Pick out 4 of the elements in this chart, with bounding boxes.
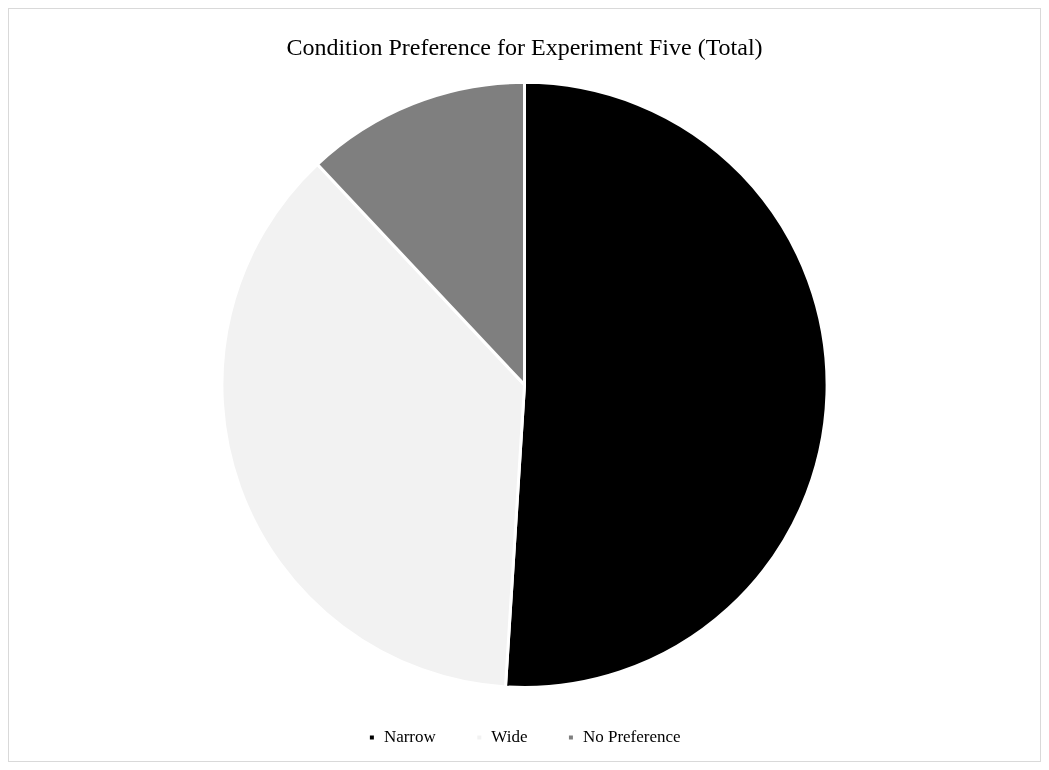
chart-title: Condition Preference for Experiment Five (Total) [286,33,763,60]
legend-label: Narrow [383,726,437,746]
legend-label: Wide [491,726,528,746]
legend-label: No Preference [582,726,681,746]
